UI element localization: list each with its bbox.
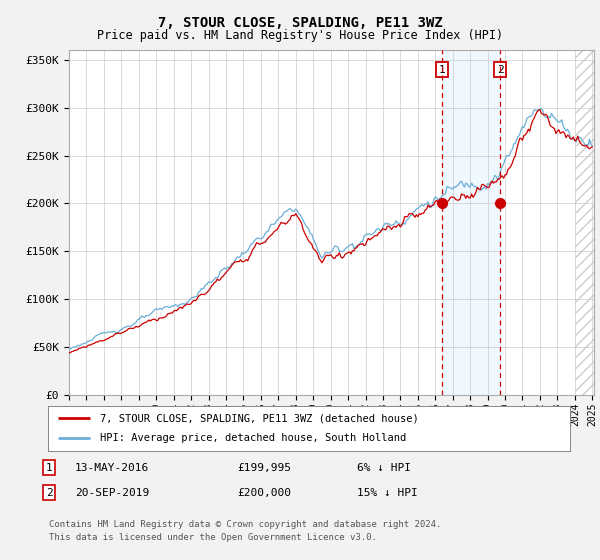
Text: 7, STOUR CLOSE, SPALDING, PE11 3WZ (detached house): 7, STOUR CLOSE, SPALDING, PE11 3WZ (deta… xyxy=(100,413,419,423)
Text: 20-SEP-2019: 20-SEP-2019 xyxy=(75,488,149,498)
Text: Price paid vs. HM Land Registry's House Price Index (HPI): Price paid vs. HM Land Registry's House … xyxy=(97,29,503,42)
Text: 6% ↓ HPI: 6% ↓ HPI xyxy=(357,463,411,473)
Bar xyxy=(575,50,594,395)
Text: 1: 1 xyxy=(439,64,445,74)
Text: 15% ↓ HPI: 15% ↓ HPI xyxy=(357,488,418,498)
Text: HPI: Average price, detached house, South Holland: HPI: Average price, detached house, Sout… xyxy=(100,433,406,444)
Text: 13-MAY-2016: 13-MAY-2016 xyxy=(75,463,149,473)
Text: £200,000: £200,000 xyxy=(237,488,291,498)
Text: This data is licensed under the Open Government Licence v3.0.: This data is licensed under the Open Gov… xyxy=(49,533,377,542)
Bar xyxy=(442,50,500,395)
Text: 2: 2 xyxy=(46,488,53,498)
Text: Contains HM Land Registry data © Crown copyright and database right 2024.: Contains HM Land Registry data © Crown c… xyxy=(49,520,442,529)
Text: 1: 1 xyxy=(46,463,53,473)
Bar xyxy=(575,50,594,395)
Text: 2: 2 xyxy=(497,64,503,74)
Text: £199,995: £199,995 xyxy=(237,463,291,473)
Text: 7, STOUR CLOSE, SPALDING, PE11 3WZ: 7, STOUR CLOSE, SPALDING, PE11 3WZ xyxy=(158,16,442,30)
